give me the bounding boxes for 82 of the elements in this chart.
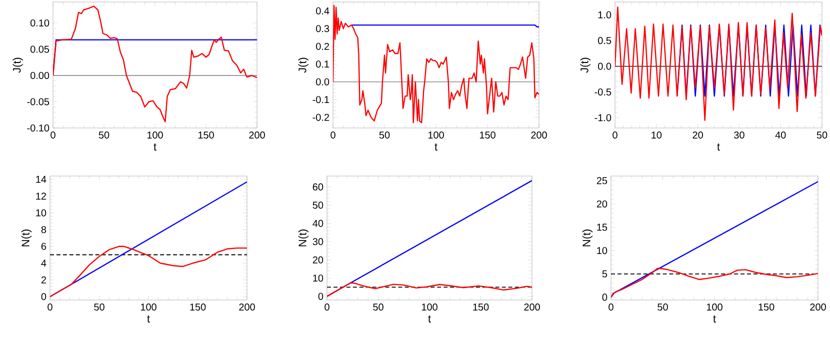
y-tick-label: 10 bbox=[36, 209, 46, 216]
y-tick-label: 0.2 bbox=[316, 42, 329, 50]
x-tick-label: 200 bbox=[810, 304, 826, 311]
y-tick-label: 1.0 bbox=[598, 11, 612, 18]
y-tick-label: 14 bbox=[36, 176, 46, 183]
y-tick-label: -1.0 bbox=[594, 114, 612, 122]
line-series bbox=[50, 246, 248, 298]
y-tick-label: -0.5 bbox=[594, 88, 612, 96]
y-tick-label: 20 bbox=[596, 200, 608, 208]
x-axis-title: t bbox=[147, 315, 150, 323]
x-axis-title: t bbox=[717, 143, 720, 151]
x-tick-label: 50 bbox=[658, 304, 668, 311]
y-tick-label: 12 bbox=[36, 192, 46, 200]
y-tick-label: -0.1 bbox=[312, 96, 330, 104]
y-tick-label: 0.1 bbox=[316, 60, 330, 68]
y-tick-label: 0.0 bbox=[316, 78, 330, 86]
x-tick-label: 100 bbox=[147, 132, 163, 139]
y-tick-label: 40 bbox=[312, 220, 324, 227]
y-tick-label: 0.4 bbox=[316, 7, 330, 14]
y-tick-label: 4 bbox=[41, 260, 46, 267]
y-axis-title: J(t) bbox=[12, 58, 23, 73]
y-tick-label: -0.05 bbox=[27, 98, 50, 106]
y-tick-label: 0.10 bbox=[30, 19, 50, 27]
x-tick-label: 40 bbox=[775, 132, 786, 139]
y-tick-label: 30 bbox=[312, 238, 324, 246]
y-tick-label: 10 bbox=[597, 247, 608, 254]
x-tick-label: 0 bbox=[50, 132, 56, 139]
x-tick-label: 150 bbox=[473, 304, 489, 311]
y-axis-title: N(t) bbox=[21, 230, 32, 246]
x-axis-title: t bbox=[428, 315, 431, 323]
line-series bbox=[53, 6, 257, 122]
y-tick-label: 2 bbox=[41, 276, 46, 284]
x-tick-label: 150 bbox=[198, 132, 214, 139]
x-tick-label: 200 bbox=[531, 132, 547, 139]
x-tick-label: 100 bbox=[428, 132, 444, 139]
x-tick-label: 0 bbox=[612, 132, 618, 139]
y-tick-label: 0.5 bbox=[598, 37, 612, 44]
y-tick-label: 8 bbox=[41, 226, 46, 234]
x-axis-title: t bbox=[713, 315, 716, 323]
y-tick-label: 15 bbox=[597, 224, 608, 231]
x-axis-title: t bbox=[434, 143, 438, 151]
x-tick-label: 100 bbox=[706, 304, 722, 311]
x-tick-label: 50 bbox=[94, 304, 104, 311]
y-axis-title: J(t) bbox=[580, 58, 590, 73]
x-tick-label: 10 bbox=[652, 132, 662, 139]
x-tick-label: 200 bbox=[249, 132, 265, 139]
x-axis-title: t bbox=[154, 143, 156, 151]
y-tick-label: -0.10 bbox=[27, 124, 50, 132]
y-tick-label: 0.3 bbox=[316, 25, 330, 32]
y-tick-label: 0.00 bbox=[30, 72, 50, 80]
x-tick-label: 50 bbox=[373, 304, 384, 311]
y-tick-label: 60 bbox=[312, 183, 324, 190]
x-tick-label: 30 bbox=[734, 132, 744, 139]
x-tick-label: 20 bbox=[692, 132, 703, 139]
x-tick-label: 0 bbox=[330, 132, 336, 139]
y-tick-label: 25 bbox=[596, 177, 608, 184]
x-tick-label: 100 bbox=[140, 304, 156, 311]
y-axis-title: J(t) bbox=[298, 58, 308, 73]
y-tick-label: 0.0 bbox=[598, 62, 612, 70]
x-tick-label: 150 bbox=[758, 304, 774, 311]
x-tick-label: 50 bbox=[816, 132, 828, 139]
y-tick-label: 6 bbox=[41, 242, 46, 250]
y-tick-label: 10 bbox=[313, 274, 324, 282]
x-tick-label: 100 bbox=[422, 304, 438, 311]
y-axis-title: N(t) bbox=[298, 230, 309, 246]
y-tick-label: 0 bbox=[318, 292, 324, 300]
y-tick-label: 20 bbox=[312, 256, 324, 264]
y-tick-label: 0.05 bbox=[30, 46, 50, 53]
y-tick-label: -0.2 bbox=[312, 114, 329, 121]
line-series bbox=[615, 6, 822, 121]
y-tick-label: 0 bbox=[602, 294, 608, 301]
x-tick-label: 150 bbox=[480, 132, 496, 139]
y-tick-label: 0 bbox=[41, 293, 46, 300]
x-tick-label: 50 bbox=[379, 132, 390, 139]
x-tick-label: 200 bbox=[524, 304, 540, 311]
y-tick-label: 50 bbox=[312, 202, 324, 209]
x-tick-label: 50 bbox=[98, 132, 110, 139]
x-tick-label: 200 bbox=[239, 304, 255, 311]
y-axis-title: N(t) bbox=[582, 230, 593, 246]
line-series bbox=[327, 282, 532, 297]
x-tick-label: 150 bbox=[190, 304, 206, 311]
y-tick-label: 5 bbox=[602, 270, 608, 278]
